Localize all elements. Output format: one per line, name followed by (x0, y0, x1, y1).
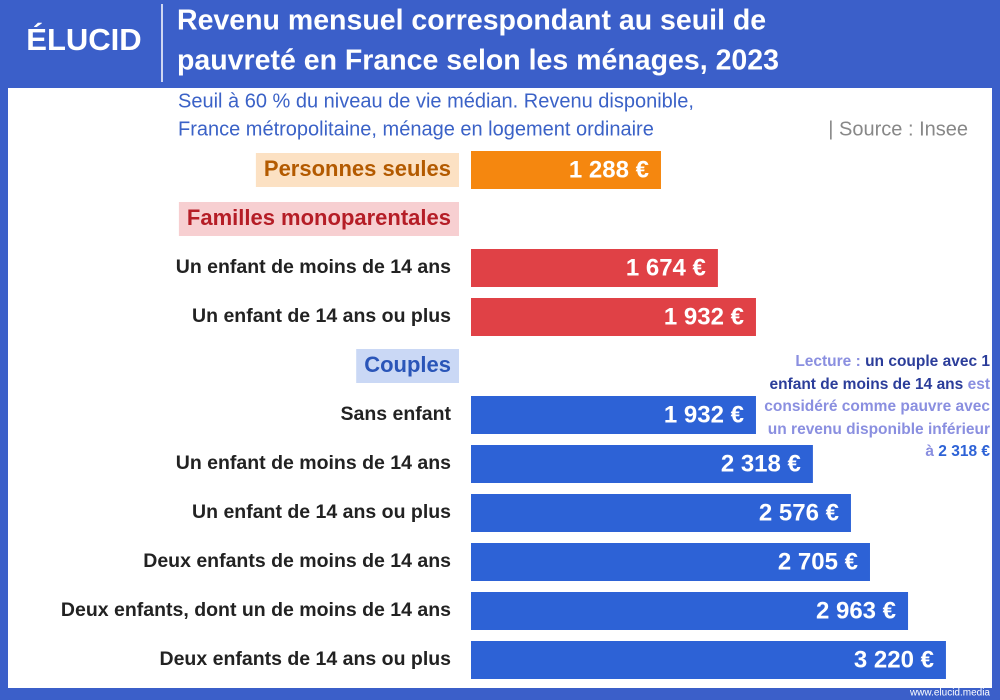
value-label: 2 963 € (816, 597, 896, 624)
value-label: 1 932 € (664, 303, 744, 330)
group-header-bg (178, 202, 459, 236)
value-label: 2 318 € (721, 450, 801, 477)
category-label: Un enfant de moins de 14 ans (176, 256, 451, 278)
category-label: Un enfant de 14 ans ou plus (192, 501, 451, 523)
logo: ÉLUCID (26, 22, 141, 57)
annotation-text: un couple avec 1 enfant de moins de 14 a… (769, 353, 990, 393)
chart-title: pauvreté en France selon les ménages, 20… (177, 45, 779, 77)
bar (471, 641, 946, 679)
value-label: 3 220 € (854, 646, 934, 673)
subtitle: France métropolitaine, ménage en logemen… (178, 118, 654, 140)
annotation-text: 2 318 € (938, 443, 990, 460)
value-label: 2 705 € (778, 548, 858, 575)
chart-title: Revenu mensuel correspondant au seuil de (177, 5, 766, 37)
bar (471, 298, 756, 336)
bar (471, 396, 756, 434)
category-label: Un enfant de 14 ans ou plus (192, 305, 451, 327)
value-label: 1 288 € (569, 156, 649, 183)
value-label: 1 674 € (626, 254, 706, 281)
bar (471, 151, 661, 189)
source: | Source : Insee (828, 118, 968, 140)
bar (471, 543, 870, 581)
bar (471, 445, 813, 483)
footer: www.elucid.media (909, 688, 990, 699)
category-label: Deux enfants de moins de 14 ans (143, 550, 451, 572)
annotation-text: est considéré comme pauvre avec un reven… (764, 375, 990, 461)
category-label: Un enfant de moins de 14 ans (176, 452, 451, 474)
value-label: 1 932 € (664, 401, 744, 428)
bar (471, 592, 909, 630)
annotation-text: Lecture : (795, 353, 866, 370)
bar (471, 494, 851, 532)
value-label: 2 576 € (759, 499, 839, 526)
category-label: Deux enfants, dont un de moins de 14 ans (61, 599, 451, 621)
group-header-bg (356, 349, 459, 383)
group-header: Couples (364, 352, 451, 377)
subtitle: Seuil à 60 % du niveau de vie médian. Re… (178, 90, 694, 112)
group-header: Familles monoparentales (187, 205, 451, 230)
group-header-bg (255, 153, 459, 187)
group-header: Personnes seules (264, 156, 451, 181)
annotation: Lecture : un couple avec 1 enfant de moi… (756, 351, 990, 464)
category-label: Sans enfant (340, 403, 451, 425)
bar (471, 249, 718, 287)
category-label: Deux enfants de 14 ans ou plus (160, 648, 452, 670)
